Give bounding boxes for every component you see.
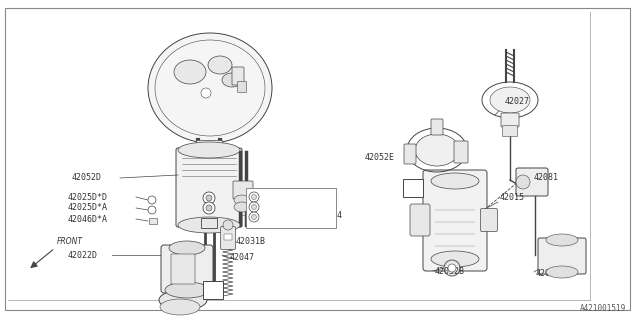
Circle shape	[203, 202, 215, 214]
Ellipse shape	[160, 299, 200, 315]
Circle shape	[201, 88, 211, 98]
Text: 42046D*A: 42046D*A	[68, 214, 108, 223]
Ellipse shape	[490, 87, 530, 113]
FancyBboxPatch shape	[516, 168, 548, 196]
FancyBboxPatch shape	[410, 204, 430, 236]
Ellipse shape	[174, 60, 206, 84]
Ellipse shape	[234, 195, 250, 205]
Circle shape	[252, 195, 257, 199]
Bar	[224, 234, 232, 240]
Text: 42025D*A: 42025D*A	[68, 204, 108, 212]
Ellipse shape	[159, 290, 207, 310]
Circle shape	[252, 204, 257, 210]
Circle shape	[516, 175, 530, 189]
Text: 42022D: 42022D	[68, 251, 98, 260]
Ellipse shape	[178, 217, 240, 233]
Text: 42047: 42047	[230, 253, 255, 262]
FancyBboxPatch shape	[481, 209, 497, 231]
FancyBboxPatch shape	[423, 170, 487, 271]
FancyBboxPatch shape	[431, 119, 443, 135]
Circle shape	[252, 214, 257, 220]
Text: 42015: 42015	[500, 194, 525, 203]
Text: FRONT: FRONT	[57, 237, 83, 246]
Ellipse shape	[546, 234, 578, 246]
FancyBboxPatch shape	[221, 227, 236, 250]
Text: 42025D*D: 42025D*D	[68, 193, 108, 202]
Text: 42052D: 42052D	[72, 173, 102, 182]
Ellipse shape	[234, 202, 250, 212]
Text: 42031B: 42031B	[236, 237, 266, 246]
Circle shape	[203, 192, 215, 204]
Ellipse shape	[165, 282, 209, 298]
Circle shape	[206, 205, 212, 211]
Text: 42025D*B: 42025D*B	[262, 193, 299, 202]
Ellipse shape	[222, 73, 242, 87]
Circle shape	[206, 195, 212, 201]
FancyBboxPatch shape	[232, 67, 244, 85]
FancyBboxPatch shape	[237, 82, 246, 92]
Text: 42025D*C: 42025D*C	[262, 203, 299, 212]
Text: 42021: 42021	[536, 269, 561, 278]
Ellipse shape	[431, 173, 479, 189]
Text: A421001519: A421001519	[580, 304, 626, 313]
FancyBboxPatch shape	[502, 125, 518, 137]
Ellipse shape	[178, 142, 240, 158]
Bar	[201, 218, 217, 228]
Circle shape	[448, 264, 456, 272]
Bar	[149, 218, 157, 224]
FancyBboxPatch shape	[454, 141, 468, 163]
Circle shape	[249, 192, 259, 202]
Bar	[403, 179, 423, 197]
Text: 42052E: 42052E	[365, 154, 395, 163]
FancyBboxPatch shape	[161, 245, 213, 293]
FancyBboxPatch shape	[176, 148, 242, 227]
Text: A: A	[209, 285, 216, 294]
FancyBboxPatch shape	[233, 181, 253, 199]
Bar	[203, 281, 223, 299]
Bar	[246, 188, 336, 228]
Bar	[196, 140, 222, 152]
FancyBboxPatch shape	[171, 254, 195, 284]
Circle shape	[148, 196, 156, 204]
Ellipse shape	[431, 251, 479, 267]
Circle shape	[223, 220, 233, 230]
Ellipse shape	[415, 134, 459, 166]
Text: 42024: 42024	[318, 211, 343, 220]
FancyBboxPatch shape	[501, 113, 519, 127]
Ellipse shape	[546, 266, 578, 278]
Text: 42032B: 42032B	[435, 268, 465, 276]
Circle shape	[249, 202, 259, 212]
FancyBboxPatch shape	[404, 144, 416, 164]
Circle shape	[249, 212, 259, 222]
Ellipse shape	[169, 241, 205, 255]
Ellipse shape	[208, 56, 232, 74]
Circle shape	[444, 260, 460, 276]
Text: 42081: 42081	[534, 173, 559, 182]
Ellipse shape	[148, 33, 272, 143]
Text: A: A	[410, 183, 417, 193]
Text: 42046D*B: 42046D*B	[262, 212, 299, 221]
FancyBboxPatch shape	[538, 238, 586, 274]
Circle shape	[148, 206, 156, 214]
Text: 42027: 42027	[505, 98, 530, 107]
